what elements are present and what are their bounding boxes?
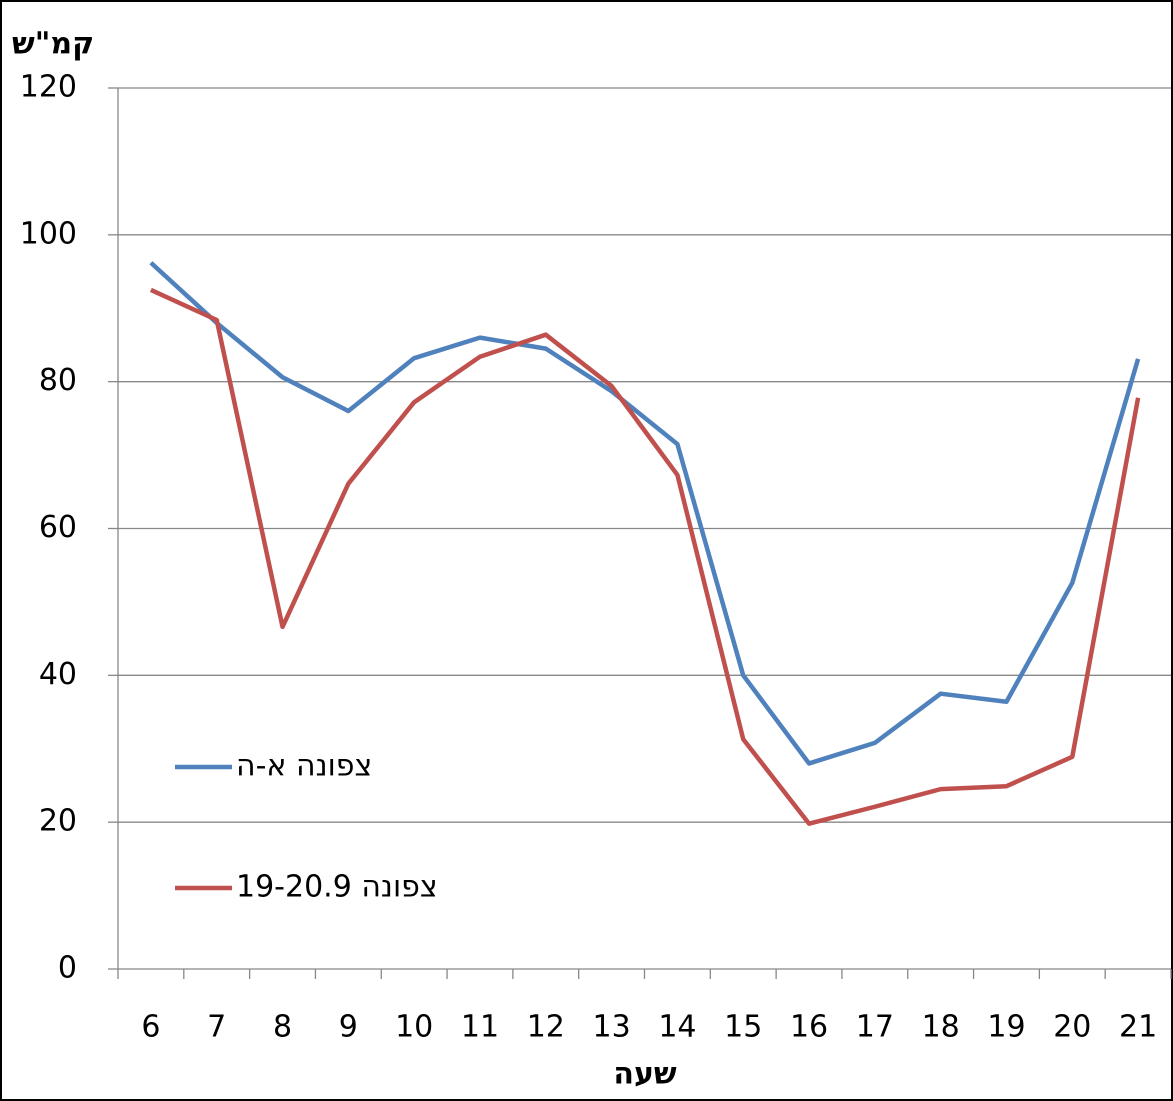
x-axis-label: שעה — [613, 1057, 677, 1092]
y-tick-label: 100 — [20, 216, 77, 251]
legend-label: צפונה א-ה — [236, 749, 372, 784]
legend-label: צפונה 19-20.9 — [236, 870, 438, 905]
series-line — [149, 261, 1141, 766]
series-line — [149, 287, 1141, 826]
x-tick-label: 11 — [461, 1010, 499, 1045]
x-tick-label: 13 — [593, 1010, 631, 1045]
y-tick-label: 40 — [39, 657, 77, 692]
x-tick-label: 8 — [273, 1010, 292, 1045]
x-tick-label: 21 — [1119, 1010, 1157, 1045]
y-axis-label: קמ"ש — [12, 27, 94, 62]
x-tick-label: 9 — [339, 1010, 358, 1045]
x-tick-label: 7 — [207, 1010, 226, 1045]
x-tick-label: 15 — [724, 1010, 762, 1045]
y-tick-label: 20 — [39, 804, 77, 839]
x-tick-label: 10 — [395, 1010, 433, 1045]
x-tick-label: 18 — [922, 1010, 960, 1045]
y-tick-label: 0 — [58, 951, 77, 986]
x-tick-label: 19 — [987, 1010, 1025, 1045]
x-tick-label: 16 — [790, 1010, 828, 1045]
y-tick-label: 80 — [39, 363, 77, 398]
x-tick-label: 20 — [1053, 1010, 1091, 1045]
x-tick-label: 14 — [658, 1010, 696, 1045]
x-tick-label: 17 — [856, 1010, 894, 1045]
y-tick-label: 60 — [39, 510, 77, 545]
y-tick-label: 120 — [20, 70, 77, 105]
x-tick-label: 12 — [527, 1010, 565, 1045]
x-tick-label: 6 — [141, 1010, 160, 1045]
